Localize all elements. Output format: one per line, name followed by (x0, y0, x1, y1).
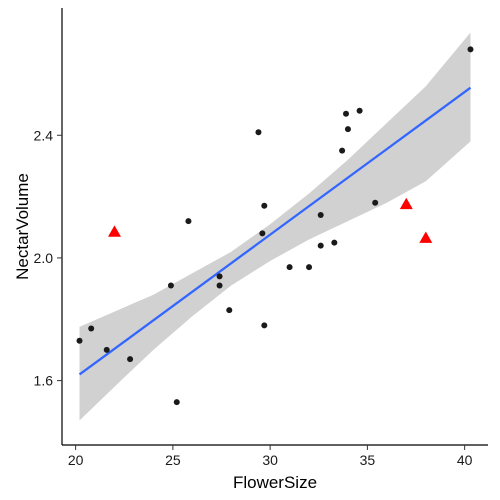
data-point (261, 202, 268, 209)
data-point (343, 110, 349, 117)
data-point (331, 239, 338, 246)
data-point (356, 107, 363, 114)
outlier-point (419, 231, 433, 243)
x-axis-title: FlowerSize (233, 473, 317, 492)
data-point (339, 147, 346, 154)
data-point (216, 273, 223, 280)
data-point (255, 129, 262, 136)
data-point (317, 212, 324, 218)
x-tick-label: 40 (457, 452, 473, 468)
data-point (185, 218, 192, 225)
data-point (226, 307, 233, 314)
data-point (216, 282, 223, 289)
outlier-point (108, 225, 121, 237)
data-point (372, 199, 379, 206)
confidence-band (79, 32, 471, 421)
x-tick-label: 30 (262, 452, 278, 468)
y-tick-label: 2.0 (34, 250, 54, 266)
data-point (286, 264, 293, 271)
axis-ticks: 20 25 30 35 40 1.6 2.0 2.4 (34, 127, 473, 468)
data-point (467, 46, 474, 53)
data-point (173, 399, 180, 406)
y-tick-label: 2.4 (34, 127, 54, 143)
data-point (317, 242, 324, 249)
data-point (76, 337, 83, 344)
data-point (344, 126, 351, 133)
data-point (88, 325, 95, 332)
plot-area (76, 32, 474, 421)
x-tick-label: 35 (360, 452, 376, 468)
data-point (127, 356, 134, 363)
data-point (259, 230, 266, 237)
y-tick-label: 1.6 (34, 373, 54, 389)
data-point (306, 264, 313, 271)
y-axis-title: NectarVolume (13, 173, 32, 280)
x-tick-label: 20 (68, 452, 84, 468)
x-tick-label: 25 (165, 452, 181, 468)
regression-line (78, 86, 472, 376)
data-point (261, 322, 268, 329)
data-point (167, 282, 174, 289)
outlier-point (399, 197, 413, 210)
data-point (103, 346, 110, 353)
